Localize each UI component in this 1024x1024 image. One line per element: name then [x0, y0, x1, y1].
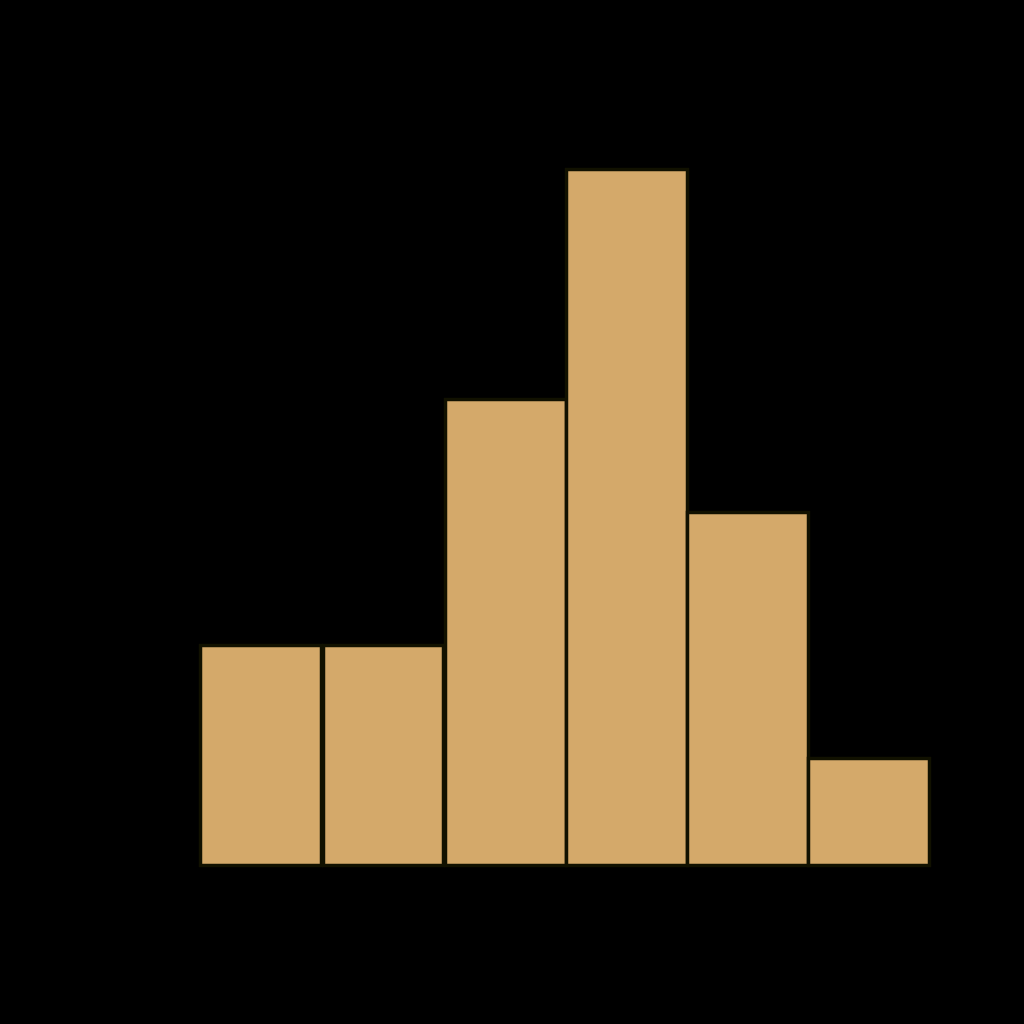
Bar [445, 399, 566, 865]
Bar [687, 512, 808, 865]
Bar [566, 169, 687, 865]
Bar [323, 645, 443, 865]
Bar [808, 758, 929, 865]
Bar [200, 645, 321, 865]
